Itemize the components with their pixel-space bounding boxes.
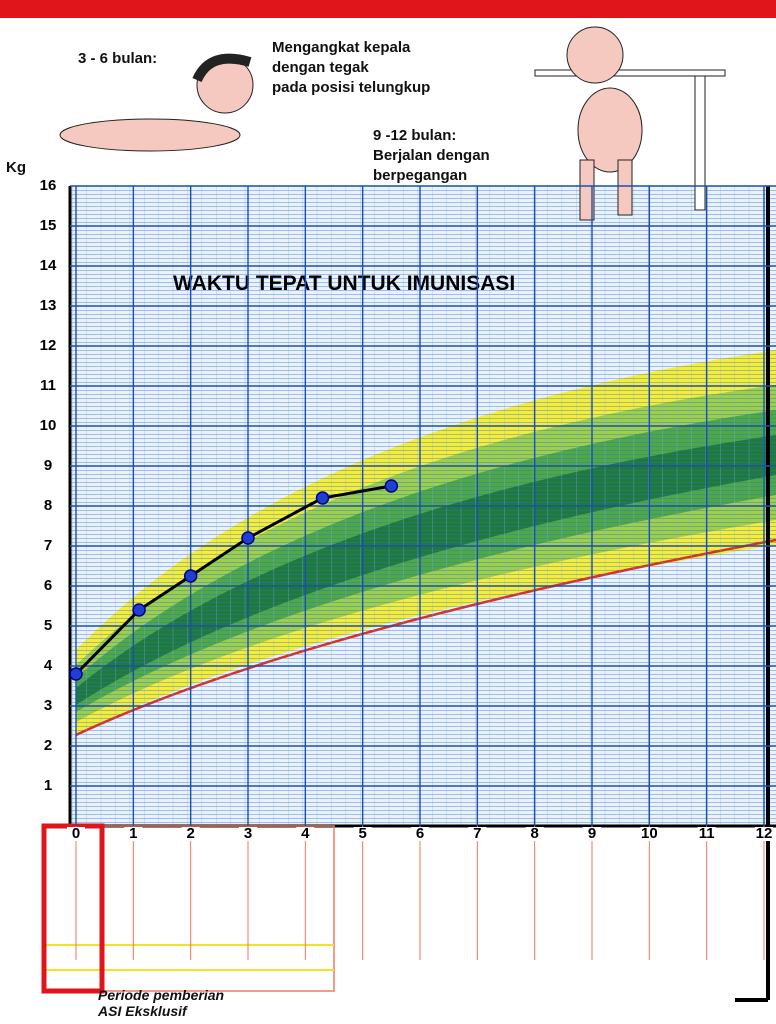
lower-grid bbox=[43, 825, 335, 992]
y-tick-label: 11 bbox=[40, 377, 56, 394]
y-tick-label: 15 bbox=[40, 217, 57, 234]
weight-point bbox=[241, 531, 255, 545]
y-tick-label: 6 bbox=[44, 577, 52, 594]
weight-point bbox=[384, 479, 399, 493]
y-tick-label: 7 bbox=[44, 537, 52, 554]
asi-box bbox=[41, 823, 335, 994]
x-tick-bg bbox=[583, 827, 601, 841]
body bbox=[577, 87, 643, 173]
x-tick-label: 10 bbox=[641, 825, 658, 842]
weight-point bbox=[315, 491, 330, 505]
x-tick-bg bbox=[640, 827, 659, 841]
weight-point bbox=[183, 569, 198, 583]
baby-walking bbox=[534, 26, 726, 221]
x-tick-bg bbox=[755, 827, 773, 841]
y-tick-label: 9 bbox=[44, 457, 52, 474]
x-tick-bg bbox=[181, 827, 200, 841]
y-tick-label: 13 bbox=[40, 297, 57, 314]
x-tick-label: 4 bbox=[301, 825, 310, 842]
x-tick-bg bbox=[353, 827, 372, 841]
x-tick-label: 0 bbox=[72, 825, 80, 842]
weight-point bbox=[132, 603, 146, 617]
x-tick-bg bbox=[411, 827, 429, 841]
annotation-line: berpegangan bbox=[373, 167, 467, 184]
table bbox=[534, 69, 726, 77]
x-tick-label: 3 bbox=[244, 825, 252, 842]
y-tick-label: 5 bbox=[44, 617, 52, 634]
hair bbox=[192, 53, 252, 83]
baby-crawling bbox=[59, 53, 254, 152]
y-tick-label: 2 bbox=[44, 737, 52, 754]
annotation-line: Berjalan dengan bbox=[373, 147, 490, 164]
annotation-line: pada posisi telungkup bbox=[272, 79, 430, 96]
annotation-line: Mengangkat kepala bbox=[272, 39, 411, 56]
leg bbox=[617, 159, 633, 216]
body bbox=[59, 118, 241, 152]
x-tick-label: 5 bbox=[358, 825, 366, 842]
x-tick-label: 8 bbox=[530, 825, 538, 842]
y-tick-label: 16 bbox=[40, 177, 57, 194]
y-tick-label: 8 bbox=[44, 497, 52, 514]
x-tick-bg bbox=[296, 827, 315, 841]
x-tick-bg bbox=[525, 827, 544, 841]
y-tick-label: 14 bbox=[40, 257, 57, 274]
y-tick-label: 3 bbox=[44, 697, 52, 714]
x-tick-label: 2 bbox=[186, 825, 194, 842]
weight-point bbox=[69, 667, 83, 681]
leg bbox=[579, 159, 595, 221]
x-tick-bg bbox=[697, 827, 716, 841]
x-tick-bg bbox=[124, 827, 143, 841]
weight-line bbox=[74, 484, 392, 676]
y-tick-label: 10 bbox=[40, 417, 57, 434]
head bbox=[566, 26, 624, 84]
y-tick-label: 4 bbox=[44, 657, 53, 674]
footnote: ASI Eksklusif bbox=[97, 1003, 188, 1019]
annotation-line: dengan tegak bbox=[272, 59, 369, 76]
y-tick-label: 1 bbox=[44, 777, 52, 794]
y-axis-label: Kg bbox=[6, 159, 26, 176]
x-tick-label: 12 bbox=[756, 825, 773, 842]
chart-title: WAKTU TEPAT UNTUK IMUNISASI bbox=[173, 272, 515, 295]
x-tick-bg bbox=[67, 827, 85, 841]
footnote: Periode pemberian bbox=[98, 987, 224, 1003]
y-tick-label: 12 bbox=[40, 337, 57, 354]
x-tick-label: 1 bbox=[129, 825, 137, 842]
x-tick-label: 6 bbox=[416, 825, 424, 842]
x-tick-bg bbox=[239, 827, 257, 841]
annotation-title: 3 - 6 bulan: bbox=[78, 50, 157, 67]
x-tick-label: 9 bbox=[588, 825, 596, 842]
x-tick-label: 7 bbox=[473, 825, 481, 842]
asi-period-box bbox=[41, 823, 105, 994]
table-leg bbox=[694, 75, 706, 211]
annotation-title: 9 -12 bulan: bbox=[373, 127, 456, 144]
x-tick-label: 11 bbox=[699, 825, 715, 842]
top-bar bbox=[0, 0, 776, 18]
x-tick-bg bbox=[468, 827, 487, 841]
